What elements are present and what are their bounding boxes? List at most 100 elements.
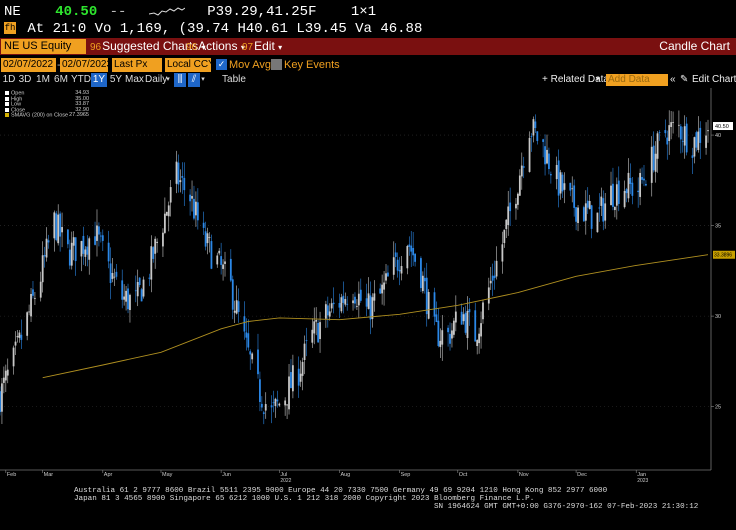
candle-body	[588, 200, 591, 210]
candle-body	[639, 172, 642, 197]
legend-value: 32.90	[75, 106, 89, 113]
candle-body	[408, 244, 411, 247]
chevron-down-icon[interactable]: ▾	[596, 76, 600, 83]
candle-body	[654, 153, 657, 172]
year-label: 2022	[280, 478, 291, 482]
frequency-select[interactable]: Daily	[145, 74, 168, 85]
candle-body	[262, 412, 265, 414]
line-style-icon[interactable]: ⫽	[188, 73, 200, 87]
ma-label: 33.3896	[714, 253, 732, 259]
candle-body	[586, 200, 589, 208]
footer-contacts-2: Japan 81 3 4565 8900 Singapore 65 6212 1…	[74, 495, 535, 503]
candle-body	[542, 139, 545, 142]
candle-body	[1, 383, 3, 412]
ticker-symbol[interactable]: NE	[4, 4, 21, 20]
chart-canvas[interactable]: 25 30 35 40 Feb Mar Apr May Jun Jul Aug Sep Oct Nov De…	[0, 88, 736, 484]
candles	[0, 110, 709, 425]
chart-legend: Open 34.93 High 35.00 Low 33.87 Close 32.90 …	[5, 90, 91, 124]
period-ytd[interactable]: YTD	[71, 74, 91, 85]
candle-style-icon[interactable]: ⫼	[174, 73, 186, 87]
candle-body	[423, 277, 426, 282]
candle-body	[451, 330, 453, 339]
edit-chart-button[interactable]: Edit Chart	[692, 74, 736, 85]
candle-body	[501, 244, 504, 262]
legend-label: SMAVG (200) on Close	[11, 112, 69, 119]
period-max[interactable]: Max	[125, 74, 144, 85]
legend-smavg: SMAVG (200) on Close 27.3965	[5, 112, 91, 119]
candle-body	[245, 332, 248, 338]
candle-body	[259, 379, 261, 402]
candle-body	[629, 177, 632, 184]
candle-body	[317, 322, 320, 343]
candle-body	[136, 282, 139, 297]
period-5y[interactable]: 5Y	[109, 74, 123, 85]
candle-body	[548, 153, 550, 170]
candle-body	[195, 201, 197, 216]
function-icon[interactable]: fh	[4, 22, 16, 35]
candle-body	[385, 273, 387, 281]
candle-body	[301, 361, 304, 376]
candle-body	[123, 296, 126, 300]
legend-close: Close 32.90	[5, 106, 91, 114]
candle-body	[332, 302, 335, 305]
period-1y[interactable]: 1Y	[91, 73, 107, 87]
candle-body	[666, 137, 669, 145]
price-change: --	[109, 4, 127, 20]
suggested-charts-menu[interactable]: 96Suggested Charts ▾	[90, 38, 206, 55]
x-tick-label: Apr	[104, 472, 113, 478]
field-select[interactable]: Last Px	[112, 58, 162, 72]
candle-body	[342, 295, 345, 303]
collapse-icon[interactable]: «	[670, 74, 676, 85]
pencil-icon[interactable]: ✎	[680, 74, 689, 85]
menu-label: Edit	[254, 39, 275, 53]
candle-body	[406, 246, 409, 269]
candle-body	[86, 246, 89, 255]
mov-avgs-checkbox[interactable]: ✓	[216, 59, 227, 70]
candle-body	[668, 125, 671, 141]
candle-body	[43, 255, 46, 257]
candle-body	[286, 404, 288, 406]
candle-body	[237, 301, 240, 312]
legend-value: 33.87	[75, 101, 89, 107]
quote-bar: NE 40.50 -- P39.29,41.25F 1×1 fh At 21:0…	[0, 0, 736, 38]
edit-menu[interactable]: 97Edit ▾	[242, 38, 282, 55]
candle-body	[313, 321, 316, 334]
add-data-input[interactable]: Add Data	[606, 74, 668, 86]
candle-body	[412, 247, 415, 256]
candle-body	[683, 126, 686, 146]
moving-average-line	[42, 254, 709, 379]
chevron-down-icon: ▾	[278, 43, 283, 52]
candle-body	[582, 207, 585, 222]
candle-body	[276, 399, 279, 402]
currency-select[interactable]: Local CCY	[165, 58, 215, 72]
price-chart[interactable]: 25 30 35 40 Feb Mar Apr May Jun Jul Aug Sep Oct Nov De…	[0, 88, 736, 484]
candle-body	[247, 333, 250, 348]
candle-body	[319, 322, 321, 340]
start-date-field[interactable]: 02/07/2022	[1, 58, 56, 72]
related-data-button[interactable]: + Related Data	[542, 74, 609, 85]
chevron-down-icon[interactable]: ▾	[166, 76, 170, 83]
period-1d[interactable]: 1D	[2, 74, 16, 85]
candle-body	[264, 404, 267, 411]
period-3d[interactable]: 3D	[18, 74, 32, 85]
candle-body	[679, 126, 682, 140]
mov-avgs-label: Mov Avgs	[229, 59, 277, 71]
table-button[interactable]: Table	[222, 74, 246, 85]
end-date-field[interactable]: 02/07/2023	[60, 58, 113, 72]
candle-body	[369, 295, 372, 320]
footer-session: SN 1964624 GMT GMT+0:00 G376-2970-162 07…	[434, 503, 699, 511]
candle-body	[598, 207, 601, 209]
security-field[interactable]: NE US Equity	[1, 39, 86, 54]
candle-body	[549, 174, 552, 176]
key-events-checkbox[interactable]	[271, 59, 282, 70]
candle-body	[16, 336, 19, 338]
y-tick-label: 40	[715, 133, 721, 139]
actions-menu[interactable]: 96Actions ▾	[186, 38, 245, 55]
candle-body	[251, 353, 254, 360]
chevron-down-icon[interactable]: ▾	[201, 76, 205, 83]
period-6m[interactable]: 6M	[54, 74, 68, 85]
period-1m[interactable]: 1M	[36, 74, 50, 85]
candle-body	[575, 207, 577, 222]
legend-label: Open	[11, 90, 25, 97]
candle-body	[346, 303, 349, 305]
